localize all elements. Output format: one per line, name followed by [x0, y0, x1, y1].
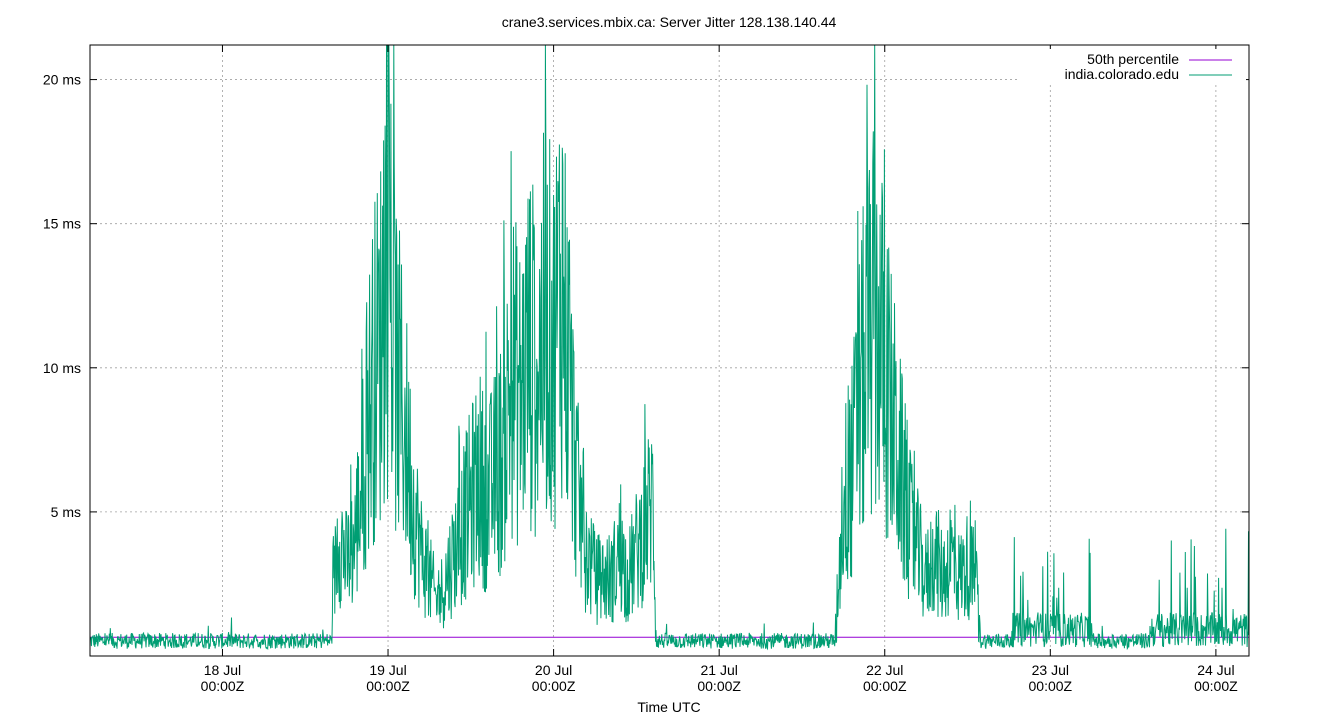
y-tick-label: 15 ms [43, 216, 81, 232]
plot-frame [89, 44, 1250, 657]
x-tick-time-label: 00:00Z [366, 678, 410, 694]
x-tick-date-label: 22 Jul [866, 662, 903, 678]
x-tick-time-label: 00:00Z [201, 678, 245, 694]
x-axis-label: Time UTC [637, 699, 700, 715]
x-tick-date-label: 21 Jul [700, 662, 737, 678]
x-tick-time-label: 00:00Z [532, 678, 576, 694]
x-tick-time-label: 00:00Z [1194, 678, 1238, 694]
x-tick-date-label: 18 Jul [204, 662, 241, 678]
series-layer [89, 44, 1250, 651]
chart-title: crane3.services.mbix.ca: Server Jitter 1… [502, 14, 837, 30]
x-tick-time-label: 00:00Z [863, 678, 907, 694]
x-tick-date-label: 24 Jul [1197, 662, 1234, 678]
x-tick-date-label: 19 Jul [369, 662, 406, 678]
tick-marks [90, 45, 1249, 656]
x-tick-date-label: 20 Jul [535, 662, 572, 678]
x-tick-time-label: 00:00Z [1029, 678, 1073, 694]
x-tick-date-label: 23 Jul [1032, 662, 1069, 678]
legend: 50th percentile india.colorado.edu [1018, 49, 1246, 85]
legend-label-50th-percentile: 50th percentile [1087, 51, 1179, 67]
y-tick-label: 5 ms [51, 504, 81, 520]
series-india-colorado-edu [89, 44, 1250, 651]
y-tick-label: 10 ms [43, 360, 81, 376]
legend-background [1018, 49, 1246, 85]
grid-lines [90, 45, 1249, 656]
legend-label-india-colorado-edu: india.colorado.edu [1065, 66, 1179, 82]
x-tick-time-label: 00:00Z [697, 678, 741, 694]
y-tick-label: 20 ms [43, 72, 81, 88]
